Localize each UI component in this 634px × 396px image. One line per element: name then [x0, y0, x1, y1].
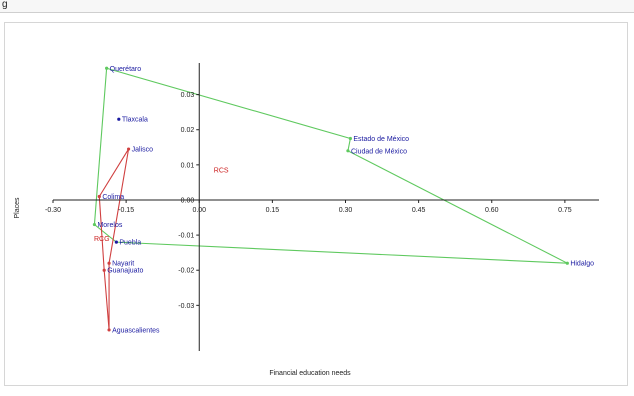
y-tick-label: 0.03 — [181, 92, 195, 99]
point-label-aguascalientes: Aguascalientes — [112, 327, 160, 334]
tick-layer: -0.30 -0.15 0.00 0.15 0.30 0.45 0.60 0.75 0.03 0.… — [45, 92, 572, 310]
point-layer: Querétaro Tlaxcala Estado de México Ciudad … — [92, 66, 594, 334]
x-tick-label: 0.75 — [558, 207, 572, 214]
point-label-puebla: Puebla — [119, 240, 141, 247]
figure-label: g — [2, 0, 8, 10]
cluster-label-rcg: RCG — [94, 236, 110, 243]
x-tick-label: -0.15 — [118, 207, 134, 214]
chart-svg: -0.30 -0.15 0.00 0.15 0.30 0.45 0.60 0.75 0.03 0.… — [14, 63, 599, 377]
y-tick-label: 0.02 — [181, 127, 195, 134]
point-marker-tlaxcala — [117, 117, 121, 121]
hull-layer — [93, 67, 568, 330]
x-tick-label: 0.15 — [266, 207, 280, 214]
x-axis-title: Financial education needs — [269, 370, 351, 377]
point-marker-morelos — [92, 222, 97, 227]
point-label-morelos: Morelos — [97, 222, 122, 229]
point-marker-queretaro — [105, 66, 109, 70]
point-marker-hidalgo — [565, 261, 569, 265]
y-tick-label: -0.01 — [178, 233, 194, 240]
point-marker-aguascalientes — [107, 328, 111, 332]
point-marker-estado-de-mexico — [348, 136, 352, 141]
point-label-estado-de-mexico: Estado de México — [353, 136, 409, 143]
red-hull-polygon — [98, 148, 130, 330]
point-marker-jalisco — [126, 147, 131, 151]
point-label-jalisco: Jalisco — [132, 147, 154, 154]
point-label-hidalgo: Hidalgo — [570, 261, 594, 268]
x-tick-label: -0.30 — [45, 207, 61, 214]
point-marker-ciudad-de-mexico — [346, 149, 350, 153]
point-label-tlaxcala: Tlaxcala — [122, 117, 148, 124]
point-label-ciudad-de-mexico: Ciudad de México — [351, 148, 407, 155]
point-marker-puebla — [114, 240, 118, 244]
point-marker-colima — [97, 194, 101, 199]
x-tick-label: 0.60 — [485, 207, 499, 214]
x-tick-label: 0.00 — [192, 207, 206, 214]
cluster-label-rcs: RCS — [214, 168, 229, 175]
y-tick-label: -0.02 — [178, 268, 194, 275]
point-marker-nayarit — [107, 261, 111, 265]
chart-frame: -0.30 -0.15 0.00 0.15 0.30 0.45 0.60 0.75 0.03 0.… — [4, 22, 628, 386]
point-marker-guanajuato — [102, 268, 106, 272]
y-axis-title: Places — [14, 197, 21, 219]
y-tick-label: 0.01 — [181, 162, 195, 169]
point-label-queretaro: Querétaro — [110, 66, 142, 73]
point-label-colima: Colima — [102, 194, 124, 201]
x-tick-label: 0.30 — [339, 207, 353, 214]
green-hull-polygon — [93, 67, 568, 264]
x-tick-label: 0.45 — [412, 207, 426, 214]
point-label-nayarit: Nayarit — [112, 261, 134, 268]
y-tick-label: 0.00 — [181, 197, 195, 204]
top-bar: g — [0, 0, 634, 13]
point-label-guanajuato: Guanajuato — [107, 268, 143, 275]
y-tick-label: -0.03 — [178, 303, 194, 310]
